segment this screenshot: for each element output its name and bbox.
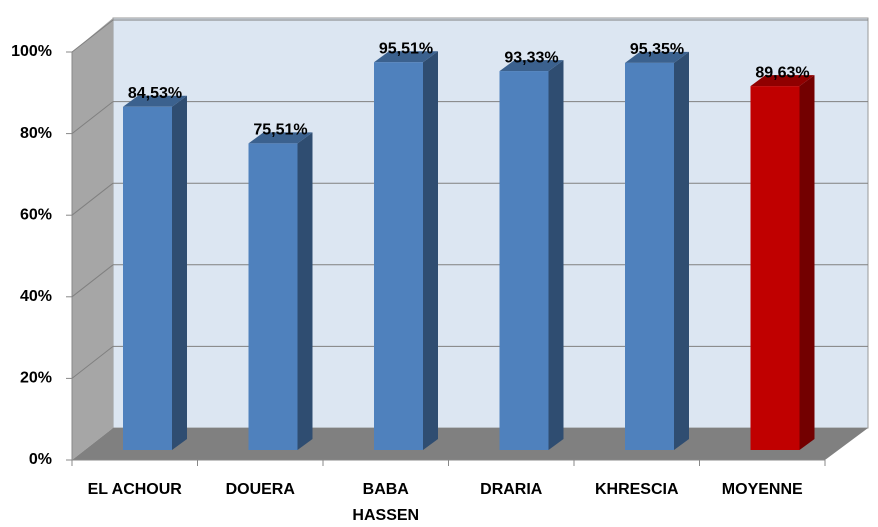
- bar-top: [123, 95, 187, 107]
- bar-top: [248, 132, 313, 144]
- value-label: 84,53%: [128, 85, 182, 102]
- bar-top: [374, 51, 438, 63]
- value-label: 75,51%: [253, 122, 307, 139]
- y-tick-label: 100%: [11, 43, 52, 60]
- bar: [248, 143, 298, 451]
- grid-line: [71, 101, 114, 134]
- bar: [374, 62, 423, 450]
- y-tick-label: 60%: [20, 206, 52, 223]
- floor: [72, 428, 868, 460]
- x-tick-label: DOUERA: [226, 481, 296, 498]
- y-tick-label: 80%: [20, 125, 52, 142]
- x-tick-label: MOYENNE: [722, 481, 803, 498]
- grid-line: [71, 346, 114, 379]
- y-tick-label: 20%: [20, 370, 52, 387]
- value-label: 89,63%: [755, 64, 809, 81]
- bar-side: [423, 51, 438, 450]
- bar-side: [674, 51, 689, 451]
- value-label: 95,51%: [379, 40, 433, 57]
- grid-line: [71, 19, 114, 53]
- bar-side: [548, 60, 564, 450]
- bar: [123, 106, 172, 450]
- bar-top: [625, 51, 689, 63]
- bar-side: [799, 75, 815, 450]
- side-wall: [72, 18, 113, 460]
- y-tick-label: 0%: [29, 451, 52, 468]
- value-label: 95,35%: [630, 41, 684, 58]
- x-tick-label: KHRESCIA: [595, 481, 679, 498]
- value-label: 93,33%: [504, 49, 558, 66]
- bar: [499, 71, 549, 450]
- bar-side: [172, 95, 187, 450]
- y-tick-label: 40%: [20, 288, 52, 305]
- x-tick-label: BABA HASSEN: [352, 481, 419, 524]
- x-tick-label: DRARIA: [480, 481, 543, 498]
- bar-top: [750, 75, 815, 87]
- bar-top: [499, 60, 564, 72]
- bar: [625, 62, 674, 451]
- bar-side: [297, 132, 313, 451]
- grid-line: [71, 182, 114, 216]
- bar: [750, 86, 800, 450]
- x-tick-label: EL ACHOUR: [88, 481, 183, 498]
- grid-line: [71, 264, 114, 298]
